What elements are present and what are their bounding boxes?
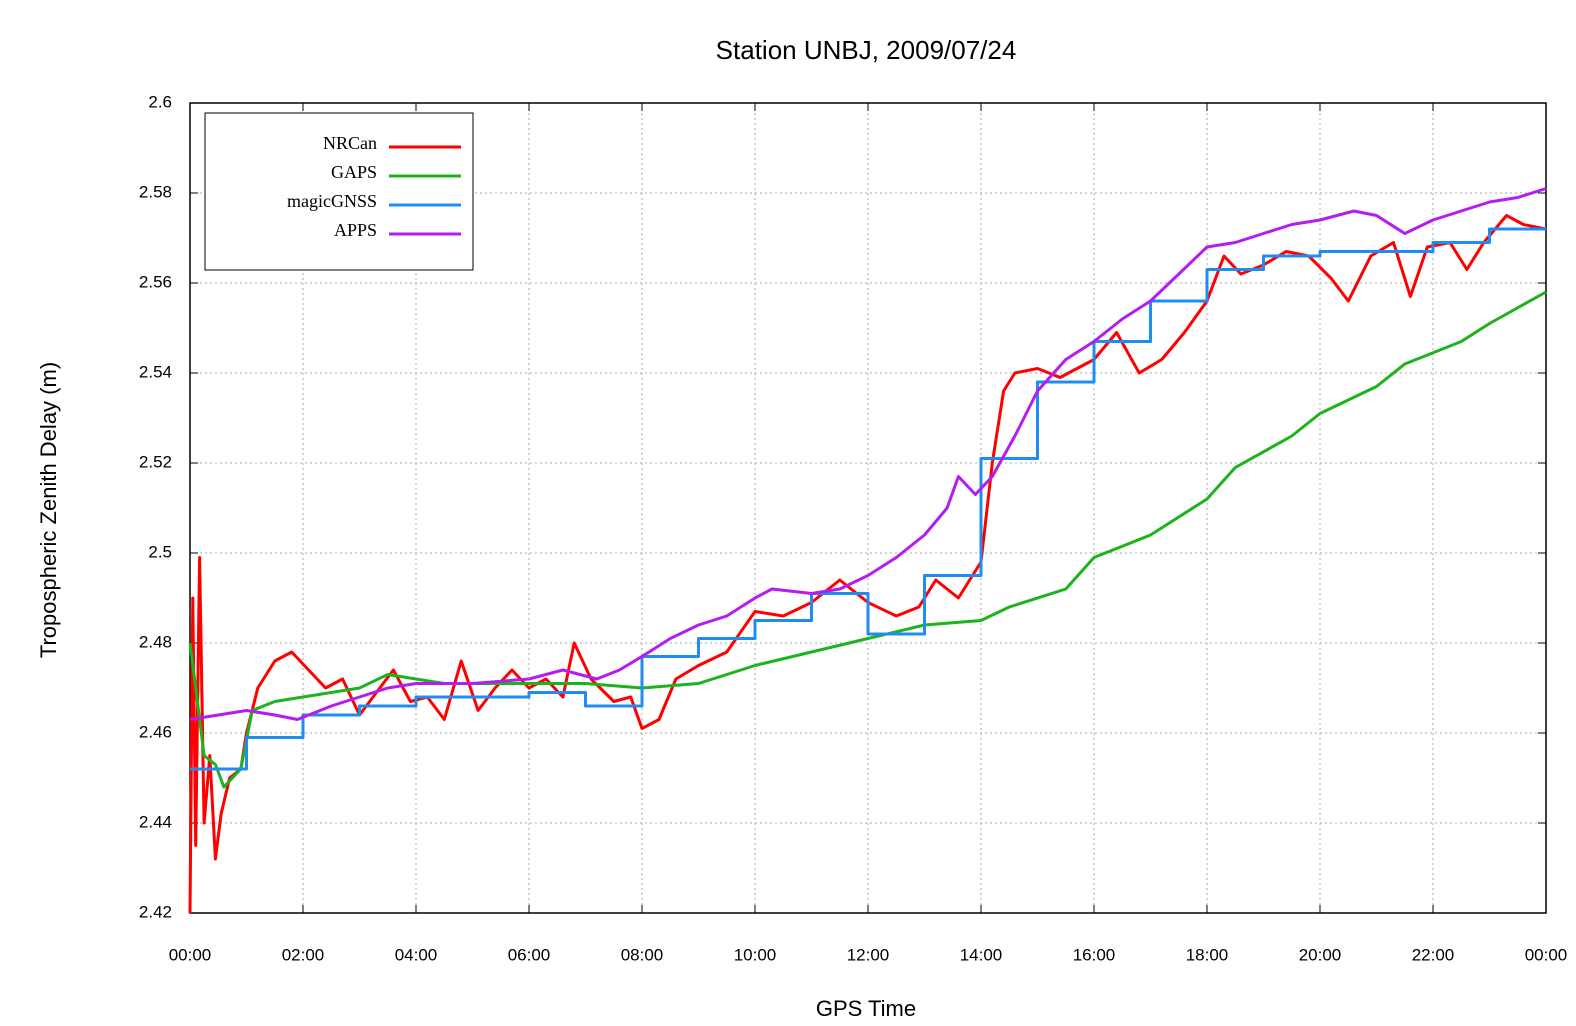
x-tick-label: 00:00 [1525, 945, 1568, 964]
x-tick-label: 20:00 [1299, 945, 1342, 964]
x-tick-label: 18:00 [1186, 945, 1229, 964]
y-tick-label: 2.54 [139, 362, 172, 381]
legend-label: GAPS [331, 162, 377, 182]
y-tick-label: 2.6 [148, 92, 172, 111]
x-tick-label: 08:00 [621, 945, 664, 964]
y-tick-label: 2.48 [139, 632, 172, 651]
legend-label: magicGNSS [287, 191, 377, 211]
x-tick-label: 12:00 [847, 945, 890, 964]
legend-label: NRCan [323, 133, 377, 153]
x-tick-label: 14:00 [960, 945, 1003, 964]
y-tick-label: 2.56 [139, 272, 172, 291]
line-series [190, 227, 1546, 771]
legend-box [204, 112, 474, 271]
y-tick-label: 2.42 [139, 902, 172, 921]
y-tick-label: 2.46 [139, 722, 172, 741]
x-tick-label: 06:00 [508, 945, 551, 964]
legend-label: APPS [334, 220, 377, 240]
y-tick-label: 2.52 [139, 452, 172, 471]
y-axis-label: Tropospheric Zenith Delay (m) [36, 362, 61, 658]
x-axis-label: GPS Time [816, 996, 916, 1021]
x-tick-label: 10:00 [734, 945, 777, 964]
x-tick-label: 02:00 [282, 945, 325, 964]
x-tick-label: 22:00 [1412, 945, 1455, 964]
y-tick-label: 2.5 [148, 542, 172, 561]
x-tick-label: 16:00 [1073, 945, 1116, 964]
chart-title: Station UNBJ, 2009/07/24 [716, 35, 1017, 65]
y-tick-label: 2.58 [139, 182, 172, 201]
line-series [189, 187, 1547, 721]
y-tick-label: 2.44 [139, 812, 172, 831]
line-series [188, 214, 1547, 914]
x-tick-label: 04:00 [395, 945, 438, 964]
plot-frame [189, 102, 1547, 914]
x-tick-label: 00:00 [169, 945, 212, 964]
